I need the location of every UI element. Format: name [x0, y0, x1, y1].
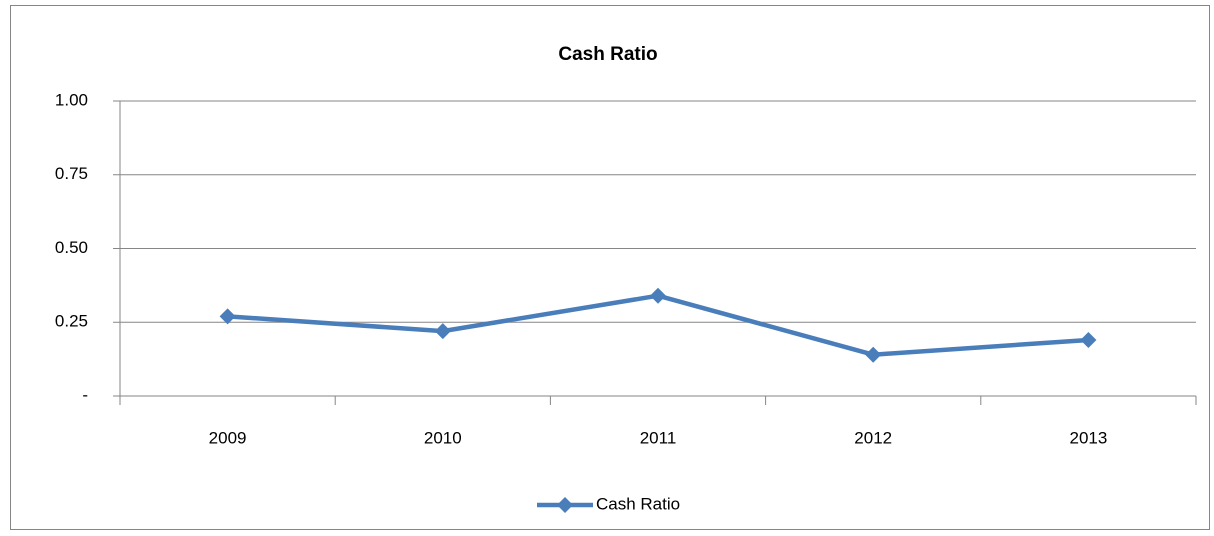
legend-label: Cash Ratio: [596, 494, 680, 513]
legend-marker: [557, 497, 573, 513]
y-tick-label: 0.75: [55, 164, 88, 183]
x-tick-label: 2013: [1069, 428, 1107, 447]
data-point: [1080, 331, 1097, 348]
y-tick-label: 0.50: [55, 238, 88, 257]
data-point: [865, 346, 882, 363]
x-tick-label: 2009: [209, 428, 247, 447]
y-tick-label: 0.25: [55, 312, 88, 331]
data-point: [434, 323, 451, 340]
x-tick-label: 2010: [424, 428, 462, 447]
x-tick-label: 2011: [640, 428, 677, 447]
data-point: [219, 308, 236, 325]
x-tick-label: 2012: [854, 428, 892, 447]
y-tick-label: 1.00: [55, 90, 88, 109]
chart-frame: [10, 5, 1210, 530]
y-tick-label: -: [82, 385, 88, 404]
data-point: [650, 287, 666, 304]
chart-title: Cash Ratio: [558, 44, 657, 65]
